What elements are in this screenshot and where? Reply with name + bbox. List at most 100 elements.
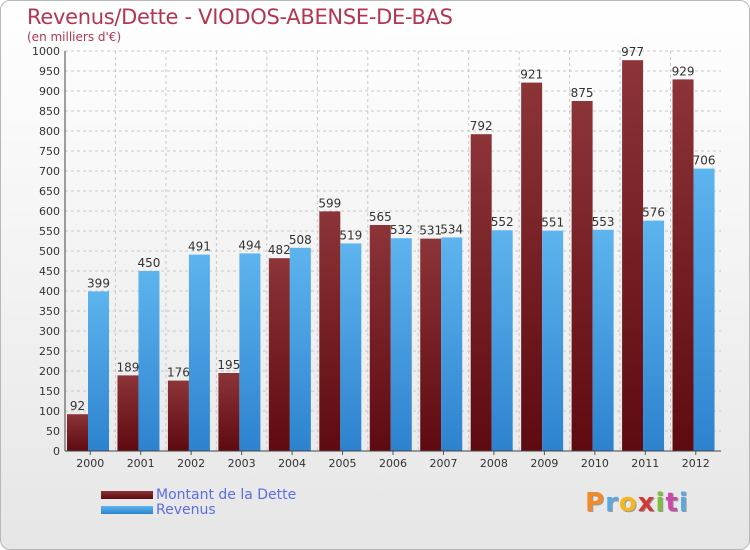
data-label-debt: 929 bbox=[672, 64, 695, 78]
x-tick-label: 2001 bbox=[127, 457, 155, 470]
y-tick-label: 0 bbox=[53, 445, 60, 458]
proxiti-logo: Proxiti bbox=[585, 488, 689, 518]
data-label-revenus: 576 bbox=[642, 206, 665, 220]
x-tick-label: 2012 bbox=[682, 457, 710, 470]
bar-revenus bbox=[491, 230, 513, 451]
data-label-revenus: 450 bbox=[138, 256, 161, 270]
bar-revenus bbox=[693, 168, 715, 451]
axes-group: 0 50 100 150 200 250 300 350 400 450 500 550 600 650 7… bbox=[32, 45, 721, 470]
y-tick-label: 900 bbox=[39, 85, 60, 98]
x-tick-label: 2005 bbox=[329, 457, 357, 470]
y-tick-label: 850 bbox=[39, 105, 60, 118]
y-tick-label: 350 bbox=[39, 305, 60, 318]
chart-subtitle: (en milliers d'€) bbox=[27, 30, 122, 44]
bar-debt bbox=[67, 414, 88, 451]
data-label-debt: 599 bbox=[318, 196, 341, 210]
x-tick-label: 2006 bbox=[379, 457, 407, 470]
y-tick-label: 700 bbox=[39, 165, 60, 178]
legend-swatch-debt bbox=[101, 490, 153, 499]
data-label-revenus: 551 bbox=[541, 216, 564, 230]
y-tick-label: 600 bbox=[39, 205, 60, 218]
data-label-debt: 565 bbox=[369, 210, 392, 224]
y-tick-label: 1000 bbox=[32, 45, 60, 58]
bar-revenus bbox=[188, 254, 210, 451]
bar-debt bbox=[672, 79, 694, 452]
y-tick-label: 200 bbox=[39, 365, 60, 378]
bar-revenus bbox=[643, 220, 665, 451]
bar-debt bbox=[571, 101, 593, 451]
x-tick-label: 2011 bbox=[631, 457, 659, 470]
y-tick-label: 500 bbox=[39, 245, 60, 258]
y-tick-label: 950 bbox=[39, 65, 60, 78]
x-tick-label: 2007 bbox=[429, 457, 457, 470]
data-label-debt: 92 bbox=[70, 399, 85, 413]
chart-title: Revenus/Dette - VIODOS-ABENSE-DE-BAS bbox=[27, 5, 453, 29]
legend-item-revenus: Revenus bbox=[101, 501, 296, 518]
y-tick-label: 750 bbox=[39, 145, 60, 158]
data-label-debt: 176 bbox=[167, 366, 190, 380]
data-label-debt: 875 bbox=[571, 86, 594, 100]
data-label-debt: 482 bbox=[268, 243, 291, 257]
bar-revenus bbox=[289, 247, 311, 451]
bars-group bbox=[67, 60, 715, 452]
y-tick-label: 450 bbox=[39, 265, 60, 278]
x-tick-label: 2004 bbox=[278, 457, 306, 470]
y-tick-label: 300 bbox=[39, 325, 60, 338]
x-tick-label: 2002 bbox=[177, 457, 205, 470]
legend-label-debt: Montant de la Dette bbox=[156, 486, 297, 503]
bar-debt bbox=[521, 82, 543, 451]
data-label-revenus: 491 bbox=[188, 240, 211, 254]
bar-debt bbox=[218, 373, 240, 451]
bar-revenus bbox=[441, 237, 463, 451]
bar-debt bbox=[268, 258, 290, 451]
logo-letter: o bbox=[618, 488, 638, 518]
x-tick-label: 2008 bbox=[480, 457, 508, 470]
y-tick-label: 800 bbox=[39, 125, 60, 138]
bar-revenus bbox=[542, 230, 564, 451]
data-label-revenus: 534 bbox=[440, 222, 463, 236]
logo-letter: i bbox=[678, 488, 689, 518]
data-label-debt: 977 bbox=[621, 45, 644, 59]
data-label-revenus: 519 bbox=[339, 228, 362, 242]
bar-revenus bbox=[88, 291, 109, 451]
legend-label-revenus: Revenus bbox=[156, 501, 216, 518]
legend-item-debt: Montant de la Dette bbox=[101, 486, 297, 503]
bar-debt bbox=[622, 60, 644, 451]
x-tick-label: 2003 bbox=[228, 457, 256, 470]
bar-revenus bbox=[340, 243, 362, 451]
y-tick-label: 550 bbox=[39, 225, 60, 238]
y-tick-label: 400 bbox=[39, 285, 60, 298]
bar-debt bbox=[470, 134, 492, 451]
bar-revenus bbox=[592, 229, 614, 451]
y-tick-label: 250 bbox=[39, 345, 60, 358]
bar-debt bbox=[369, 225, 391, 451]
y-tick-label: 100 bbox=[39, 405, 60, 418]
data-label-revenus: 399 bbox=[87, 276, 110, 290]
bar-debt bbox=[117, 375, 139, 451]
bar-debt bbox=[420, 238, 442, 451]
data-label-revenus: 553 bbox=[592, 215, 615, 229]
data-label-revenus: 508 bbox=[289, 233, 312, 247]
x-tick-label: 2010 bbox=[581, 457, 609, 470]
logo-letter: t bbox=[665, 488, 679, 518]
data-label-debt: 189 bbox=[117, 360, 140, 374]
bar-revenus bbox=[239, 253, 261, 451]
data-label-revenus: 552 bbox=[491, 215, 514, 229]
data-label-debt: 921 bbox=[520, 68, 543, 82]
y-tick-label: 650 bbox=[39, 185, 60, 198]
logo-letter: i bbox=[655, 488, 666, 518]
legend: Montant de la Dette Revenus bbox=[101, 486, 297, 518]
y-tick-label: 50 bbox=[46, 425, 60, 438]
logo-letter: x bbox=[637, 488, 656, 518]
bar-revenus bbox=[138, 271, 160, 451]
data-label-revenus: 494 bbox=[238, 238, 261, 252]
bar-debt bbox=[167, 380, 189, 451]
data-label-revenus: 532 bbox=[390, 223, 413, 237]
x-tick-label: 2000 bbox=[76, 457, 104, 470]
data-label-debt: 195 bbox=[217, 358, 240, 372]
data-label-debt: 531 bbox=[419, 224, 442, 238]
bar-revenus bbox=[390, 238, 412, 451]
logo-letter: r bbox=[605, 488, 619, 518]
